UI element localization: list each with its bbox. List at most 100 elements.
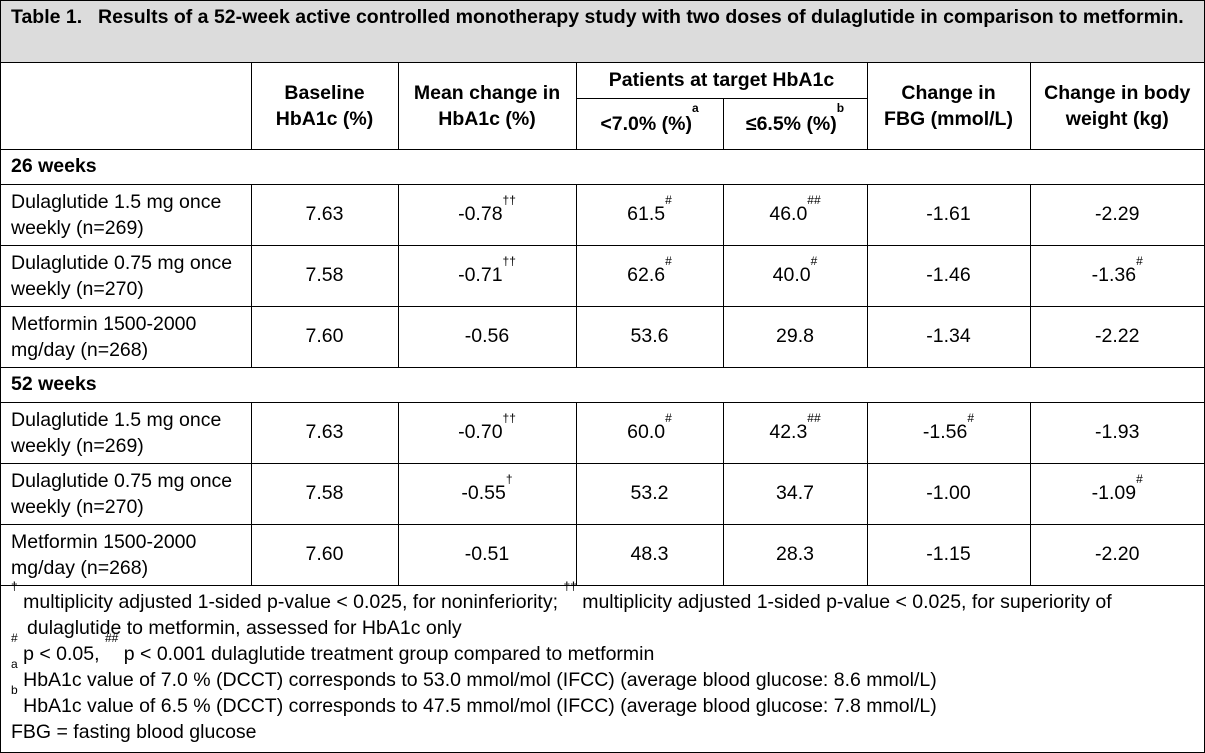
table-row: Metformin 1500-2000 mg/day (n=268) 7.60 … [1, 523, 1204, 586]
fbg-value: -1.15 [926, 543, 971, 565]
mean-change-value: -0.70 [458, 421, 503, 443]
footnote-text: p < 0.001 dulaglutide treatment group co… [118, 642, 655, 665]
target-7-cell: 61.5# [575, 183, 724, 246]
weight-cell: -1.36# [1029, 244, 1204, 307]
treatment-name: Metformin 1500-2000 mg/day (n=268) [1, 523, 252, 586]
treatment-name: Dulaglutide 1.5 mg once weekly (n=269) [1, 401, 252, 464]
target-65-cell: 34.7 [722, 462, 868, 525]
fbg-cell: -1.00 [866, 462, 1031, 525]
footnote-marker: a [11, 656, 18, 671]
footnote-marker: † [11, 578, 18, 593]
target-65-value: 40.0 [772, 264, 811, 286]
target-65-cell: 40.0# [722, 244, 868, 307]
fbg-value: -1.00 [926, 482, 971, 504]
weight-cell: -2.20 [1029, 523, 1204, 586]
footnote-b: b HbA1c value of 6.5 % (DCCT) correspond… [11, 684, 1194, 719]
table-row: Dulaglutide 0.75 mg once weekly (n=270) … [1, 462, 1204, 525]
target-65-cell: 29.8 [722, 305, 868, 368]
target-65-cell: 28.3 [722, 523, 868, 586]
footnote-marker: # [11, 630, 18, 645]
significance-marker: ## [807, 193, 821, 207]
weight-cell: -2.22 [1029, 305, 1204, 368]
fbg-cell: -1.15 [866, 523, 1031, 586]
significance-marker: # [665, 254, 672, 268]
footnote-text: multiplicity adjusted 1-sided p-value < … [17, 590, 564, 613]
mean-change-cell: -0.51 [397, 523, 577, 586]
fbg-value: -1.56 [922, 421, 968, 443]
weight-value: -2.22 [1095, 325, 1140, 347]
table-title-prefix: Table 1. [11, 6, 83, 28]
target-65-cell: 42.3## [722, 401, 868, 464]
target-7-value: 62.6 [627, 264, 666, 286]
table-title-text: Results of a 52-week active controlled m… [98, 6, 1184, 28]
target-7-cell: 53.2 [575, 462, 724, 525]
header-mean-change: Mean change in HbA1c (%) [397, 63, 577, 150]
target-65-value: 28.3 [776, 543, 814, 565]
mean-change-value: -0.51 [464, 543, 510, 565]
target-65-value: 42.3 [769, 421, 808, 443]
header-target-65-label: ≤6.5% (%) [745, 112, 837, 135]
table-row: Dulaglutide 0.75 mg once weekly (n=270) … [1, 244, 1204, 307]
significance-marker: # [1136, 254, 1143, 268]
table-footnotes: † multiplicity adjusted 1-sided p-value … [1, 580, 1204, 745]
section-label: 26 weeks [1, 148, 1204, 185]
header-target-65: ≤6.5% (%)b [722, 97, 867, 150]
fbg-cell: -1.34 [866, 305, 1031, 368]
header-target-7: <7.0% (%)a [576, 97, 724, 150]
mean-change-value: -0.56 [464, 325, 510, 347]
significance-marker: # [1136, 472, 1143, 486]
fbg-value: -1.46 [926, 264, 971, 286]
significance-marker: †† [502, 193, 516, 207]
baseline-value: 7.60 [250, 305, 399, 368]
fbg-cell: -1.46 [866, 244, 1031, 307]
weight-cell: -1.09# [1029, 462, 1204, 525]
mean-change-value: -0.55 [461, 482, 506, 504]
table-row: Dulaglutide 1.5 mg once weekly (n=269) 7… [1, 183, 1204, 246]
weight-value: -2.29 [1095, 203, 1140, 225]
header-body-weight: Change in body weight (kg) [1029, 63, 1204, 150]
fbg-value: -1.34 [926, 325, 971, 347]
baseline-value: 7.63 [250, 183, 399, 246]
results-table: Baseline HbA1c (%) Mean change in HbA1c … [1, 63, 1204, 586]
baseline-value: 7.58 [250, 462, 399, 525]
treatment-name: Dulaglutide 0.75 mg once weekly (n=270) [1, 244, 252, 307]
header-fbg: Change in FBG (mmol/L) [866, 63, 1031, 150]
footnote-a: a HbA1c value of 7.0 % (DCCT) correspond… [11, 658, 1194, 693]
fbg-cell: -1.56# [866, 401, 1031, 464]
baseline-value: 7.63 [250, 401, 399, 464]
significance-marker: † [505, 472, 513, 486]
treatment-name: Dulaglutide 1.5 mg once weekly (n=269) [1, 183, 252, 246]
footnote-marker: b [11, 682, 18, 697]
weight-cell: -1.93 [1029, 401, 1204, 464]
target-65-value: 34.7 [776, 482, 814, 504]
mean-change-cell: -0.70†† [397, 401, 577, 464]
footnote-marker: †† [563, 578, 577, 593]
target-7-cell: 48.3 [575, 523, 724, 586]
weight-value: -1.93 [1095, 421, 1140, 443]
footnote-text: multiplicity adjusted 1-sided p-value < … [27, 590, 1112, 639]
treatment-name: Metformin 1500-2000 mg/day (n=268) [1, 305, 252, 368]
target-7-cell: 53.6 [575, 305, 724, 368]
header-baseline: Baseline HbA1c (%) [250, 63, 399, 150]
footnote-fbg: FBG = fasting blood glucose [11, 720, 257, 743]
mean-change-cell: -0.56 [397, 305, 577, 368]
section-label: 52 weeks [1, 366, 1204, 403]
weight-value: -1.09 [1091, 482, 1137, 504]
weight-cell: -2.29 [1029, 183, 1204, 246]
significance-marker: # [810, 254, 818, 268]
mean-change-cell: -0.55† [397, 462, 577, 525]
baseline-value: 7.60 [250, 523, 399, 586]
significance-marker: # [665, 193, 672, 207]
fbg-cell: -1.61 [866, 183, 1031, 246]
footnote-marker: a [691, 100, 699, 115]
target-7-cell: 62.6# [575, 244, 724, 307]
target-65-value: 29.8 [776, 325, 814, 347]
mean-change-cell: -0.78†† [397, 183, 577, 246]
significance-marker: ## [807, 411, 821, 425]
significance-marker: †† [502, 411, 516, 425]
header-target-7-label: <7.0% (%) [600, 112, 692, 135]
target-65-value: 46.0 [769, 203, 808, 225]
target-7-value: 53.2 [630, 482, 669, 504]
mean-change-value: -0.78 [458, 203, 503, 225]
